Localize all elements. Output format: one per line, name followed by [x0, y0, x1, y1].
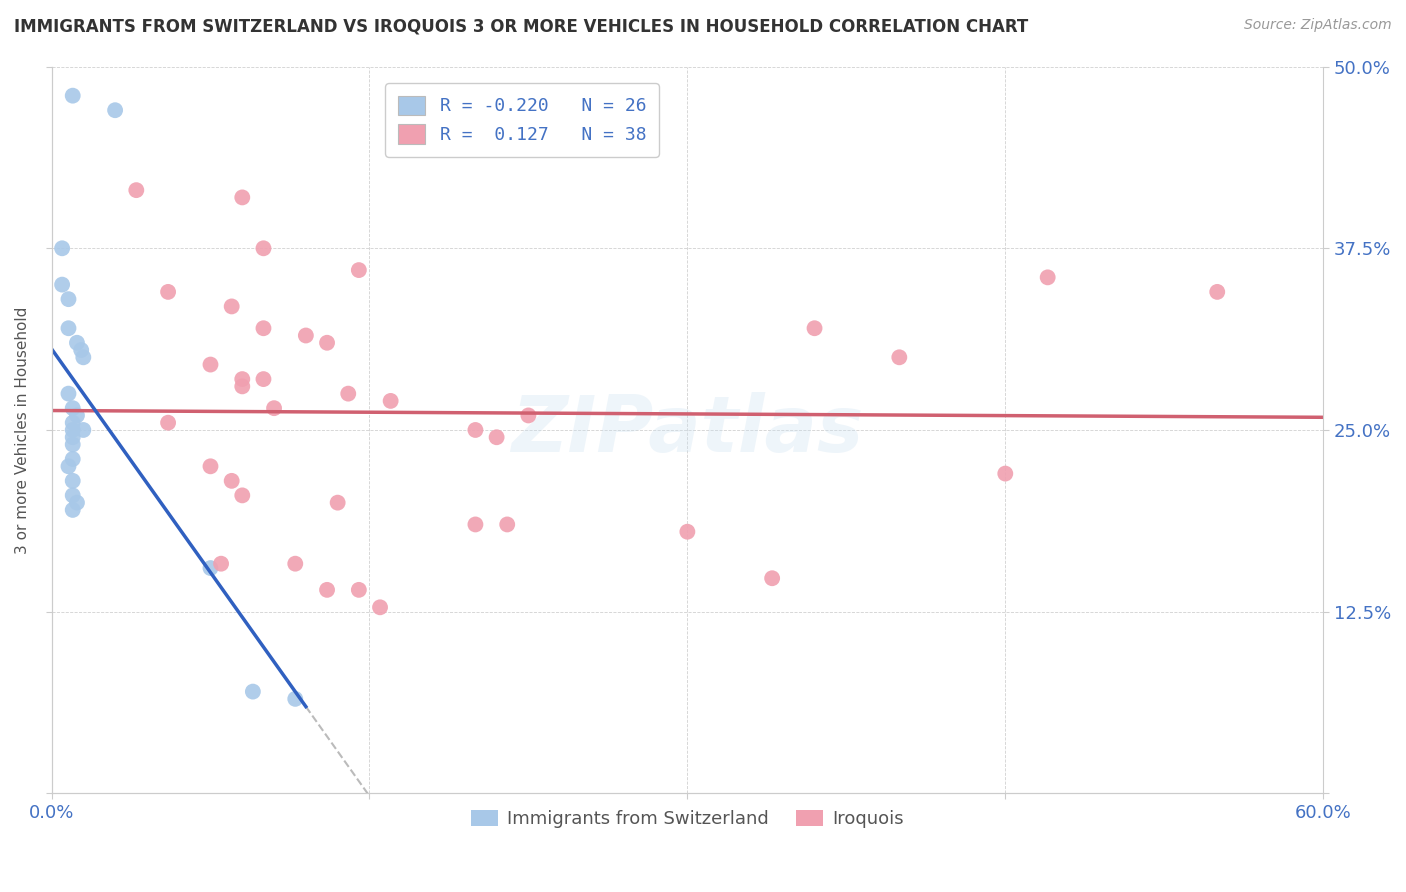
Point [676, 524, 699, 539]
Point [889, 351, 911, 365]
Legend: Immigrants from Switzerland, Iroquois: Immigrants from Switzerland, Iroquois [464, 803, 911, 835]
Point [252, 372, 274, 386]
Point [66, 335, 89, 350]
Point [316, 582, 339, 597]
Y-axis label: 3 or more Vehicles in Household: 3 or more Vehicles in Household [15, 306, 30, 554]
Point [496, 517, 519, 532]
Text: ZIPatlas: ZIPatlas [512, 392, 863, 468]
Point [104, 103, 127, 118]
Point [221, 300, 243, 314]
Point [70, 343, 93, 357]
Point [337, 386, 360, 401]
Point [252, 241, 274, 255]
Point [62, 488, 84, 502]
Point [263, 401, 285, 416]
Point [284, 691, 307, 706]
Point [316, 335, 339, 350]
Point [380, 393, 402, 408]
Point [464, 423, 486, 437]
Point [231, 379, 253, 393]
Point [347, 263, 370, 277]
Point [231, 372, 253, 386]
Point [66, 496, 89, 510]
Point [200, 459, 222, 474]
Point [62, 503, 84, 517]
Point [761, 571, 783, 585]
Point [209, 557, 232, 571]
Point [51, 277, 73, 292]
Point [66, 409, 89, 423]
Point [157, 416, 180, 430]
Point [157, 285, 180, 299]
Point [221, 474, 243, 488]
Point [58, 386, 80, 401]
Point [1206, 285, 1229, 299]
Point [62, 437, 84, 451]
Point [125, 183, 148, 197]
Point [994, 467, 1017, 481]
Point [368, 600, 391, 615]
Point [326, 496, 349, 510]
Text: IMMIGRANTS FROM SWITZERLAND VS IROQUOIS 3 OR MORE VEHICLES IN HOUSEHOLD CORRELAT: IMMIGRANTS FROM SWITZERLAND VS IROQUOIS … [14, 18, 1028, 36]
Point [295, 328, 318, 343]
Point [62, 416, 84, 430]
Point [242, 684, 264, 698]
Point [803, 321, 825, 335]
Point [200, 358, 222, 372]
Point [58, 292, 80, 306]
Point [62, 452, 84, 467]
Point [284, 557, 307, 571]
Point [51, 241, 73, 255]
Point [72, 351, 94, 365]
Point [231, 488, 253, 502]
Point [517, 409, 540, 423]
Point [58, 459, 80, 474]
Point [347, 582, 370, 597]
Point [464, 517, 486, 532]
Point [252, 321, 274, 335]
Point [62, 474, 84, 488]
Point [62, 88, 84, 103]
Point [62, 423, 84, 437]
Point [485, 430, 508, 444]
Point [200, 561, 222, 575]
Point [1036, 270, 1059, 285]
Point [58, 321, 80, 335]
Point [62, 430, 84, 444]
Point [231, 190, 253, 204]
Point [62, 401, 84, 416]
Text: Source: ZipAtlas.com: Source: ZipAtlas.com [1244, 18, 1392, 32]
Point [72, 423, 94, 437]
